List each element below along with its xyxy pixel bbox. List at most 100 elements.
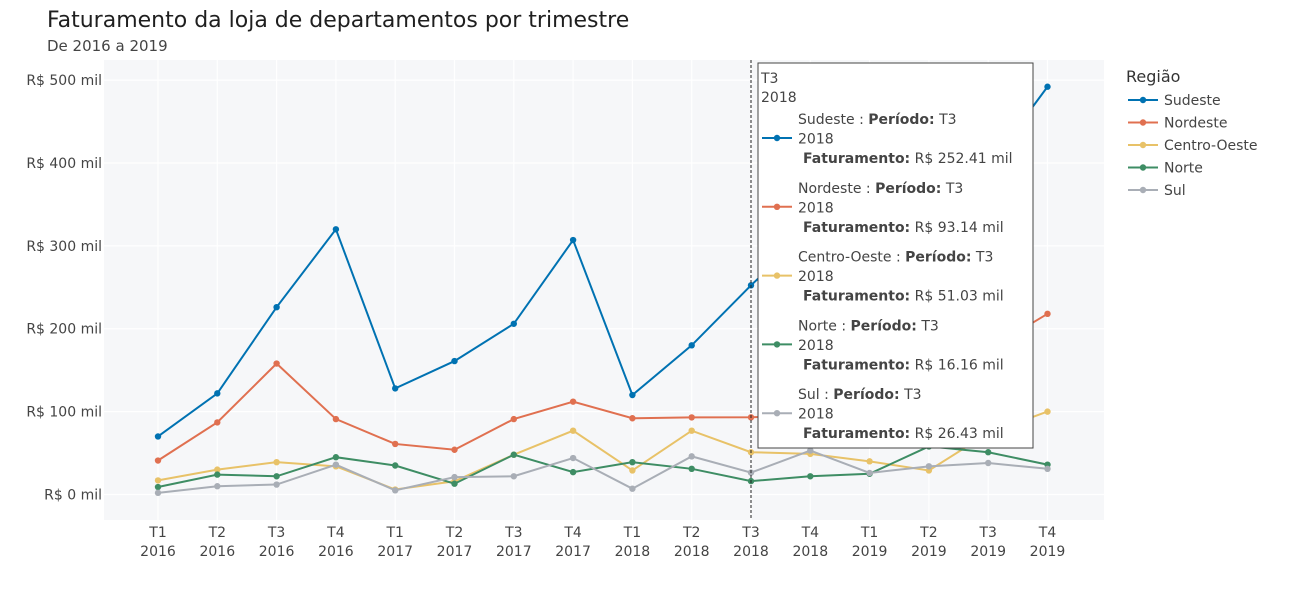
data-point[interactable] <box>510 320 517 327</box>
data-point[interactable] <box>273 303 280 311</box>
y-tick-label: R$ 0 mil <box>44 488 102 504</box>
data-point[interactable] <box>688 414 695 421</box>
data-point[interactable] <box>214 419 221 426</box>
tooltip-line-year: 2018 <box>798 269 834 285</box>
data-point[interactable] <box>866 458 873 465</box>
x-tick-quarter: T2 <box>682 525 700 541</box>
tooltip-line-name-period: Sudeste : Período: T3 <box>798 112 957 128</box>
data-point[interactable] <box>688 342 695 349</box>
series-norte[interactable] <box>154 443 1051 491</box>
series-sul[interactable] <box>154 447 1051 497</box>
data-point[interactable] <box>629 391 636 399</box>
data-point[interactable] <box>332 415 340 423</box>
x-tick-quarter: T3 <box>267 525 285 541</box>
data-point[interactable] <box>688 427 695 434</box>
legend-label: Sudeste <box>1164 93 1221 109</box>
series-line[interactable] <box>157 445 1048 489</box>
data-point[interactable] <box>629 458 636 466</box>
data-point[interactable] <box>985 449 992 456</box>
legend-item-norte[interactable]: Norte <box>1128 161 1203 177</box>
x-tick-quarter: T1 <box>385 525 403 541</box>
data-point[interactable] <box>273 458 280 466</box>
legend-swatch-marker <box>1139 96 1147 104</box>
series-line[interactable] <box>157 410 1048 491</box>
legend: Região Sudeste Nordeste Centro-Oeste Norte Su… <box>1126 67 1258 199</box>
data-point[interactable] <box>688 465 695 473</box>
tooltip-line-revenue: Faturamento: R$ 51.03 mil <box>803 289 1004 305</box>
data-point[interactable] <box>451 357 458 365</box>
x-tick-quarter: T4 <box>1038 525 1057 541</box>
data-point[interactable] <box>1044 465 1051 473</box>
data-point[interactable] <box>569 427 577 434</box>
data-point[interactable] <box>214 483 221 490</box>
tooltip-line-revenue: Faturamento: R$ 26.43 mil <box>803 426 1004 442</box>
tooltip-entry-norte: Norte : Período: T3 2018 Faturamento: R$ 1… <box>762 318 1004 373</box>
legend-item-sul[interactable]: Sul <box>1128 183 1186 199</box>
data-point[interactable] <box>985 459 992 467</box>
data-point[interactable] <box>569 398 577 405</box>
data-point[interactable] <box>451 480 458 487</box>
x-tick-quarter: T2 <box>208 525 226 541</box>
data-point[interactable] <box>392 487 399 494</box>
tooltip-header-year: 2018 <box>761 90 797 106</box>
data-point[interactable] <box>510 451 517 458</box>
data-point[interactable] <box>154 477 162 484</box>
data-point[interactable] <box>392 385 399 392</box>
data-point[interactable] <box>332 461 340 468</box>
data-point[interactable] <box>332 454 340 461</box>
data-point[interactable] <box>154 433 162 440</box>
tooltip-header-quarter: T3 <box>760 71 778 87</box>
y-tick-label: R$ 300 mil <box>26 239 102 255</box>
data-point[interactable] <box>688 453 695 460</box>
data-point[interactable] <box>214 466 221 473</box>
series-line[interactable] <box>157 449 1048 494</box>
data-point[interactable] <box>569 236 577 244</box>
data-point[interactable] <box>807 447 814 454</box>
tooltip-entry-centro-oeste: Centro-Oeste : Período: T3 2018 Faturament… <box>762 250 1004 305</box>
data-point[interactable] <box>392 462 399 469</box>
x-tick-quarter: T2 <box>919 525 937 541</box>
x-tick-quarter: T1 <box>148 525 166 541</box>
data-point[interactable] <box>1044 83 1051 90</box>
tooltip-line-year: 2018 <box>798 407 834 423</box>
tooltip-entry-sudeste: Sudeste : Período: T3 2018 Faturamento: R$… <box>762 112 1013 167</box>
data-point[interactable] <box>569 454 577 462</box>
legend-swatch-marker <box>1139 141 1147 149</box>
legend-item-nordeste[interactable]: Nordeste <box>1128 116 1227 132</box>
data-point[interactable] <box>629 467 636 474</box>
data-point[interactable] <box>510 473 517 480</box>
x-tick-year: 2016 <box>259 544 295 560</box>
tooltip-line-name-period: Nordeste : Período: T3 <box>798 181 963 197</box>
data-point[interactable] <box>510 415 517 423</box>
data-point[interactable] <box>154 483 162 491</box>
tooltip-swatch-marker <box>773 203 781 210</box>
x-tick-quarter: T4 <box>563 525 582 541</box>
data-point[interactable] <box>807 473 814 480</box>
x-tick-year: 2018 <box>792 544 828 560</box>
data-point[interactable] <box>925 463 933 470</box>
tooltip-line-revenue: Faturamento: R$ 93.14 mil <box>803 220 1004 236</box>
data-point[interactable] <box>214 471 221 478</box>
data-point[interactable] <box>1044 310 1051 318</box>
data-point[interactable] <box>451 473 458 481</box>
data-point[interactable] <box>273 481 280 488</box>
data-point[interactable] <box>866 469 873 477</box>
data-point[interactable] <box>154 489 162 497</box>
legend-item-sudeste[interactable]: Sudeste <box>1128 93 1221 109</box>
data-point[interactable] <box>1044 408 1051 415</box>
data-point[interactable] <box>214 390 221 397</box>
x-tick-quarter: T3 <box>978 525 996 541</box>
data-point[interactable] <box>392 440 399 448</box>
legend-item-centro-oeste[interactable]: Centro-Oeste <box>1128 138 1258 154</box>
data-point[interactable] <box>332 226 340 233</box>
data-point[interactable] <box>273 473 280 480</box>
data-point[interactable] <box>629 415 636 422</box>
legend-title: Região <box>1126 67 1180 86</box>
data-point[interactable] <box>154 457 162 464</box>
data-point[interactable] <box>273 360 280 367</box>
x-tick-quarter: T4 <box>326 525 345 541</box>
data-point[interactable] <box>629 485 636 492</box>
data-point[interactable] <box>451 446 458 453</box>
data-point[interactable] <box>569 468 577 476</box>
